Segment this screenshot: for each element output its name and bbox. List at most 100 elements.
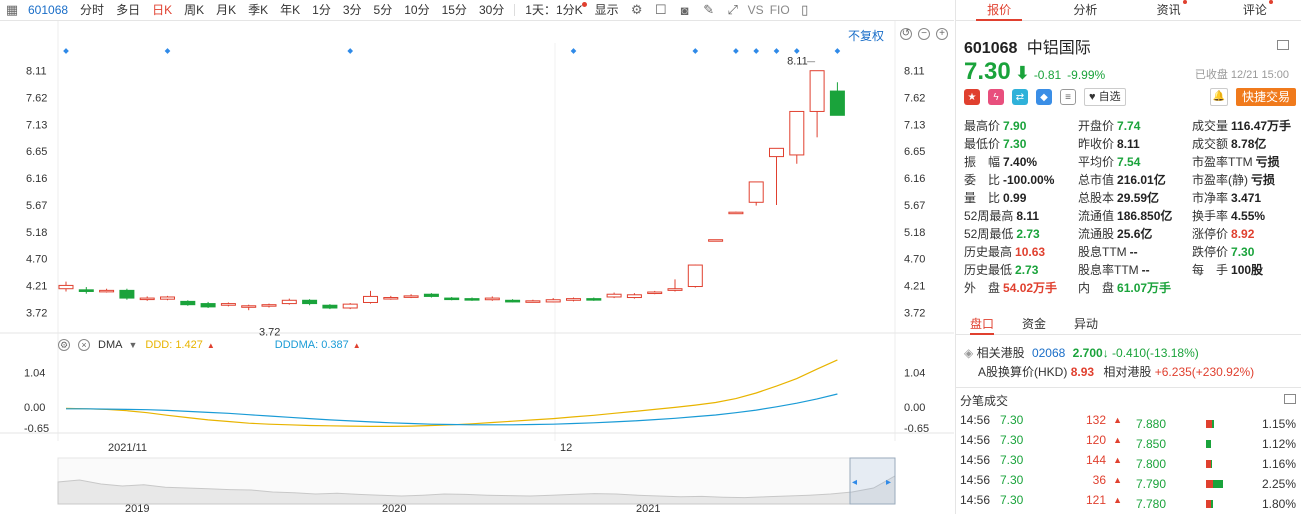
period-tab-daily[interactable]: 日K <box>152 2 173 17</box>
period-tab-fenshi[interactable]: 分时 <box>80 2 105 17</box>
camera-icon[interactable]: ◙ <box>680 2 689 18</box>
tab-capital[interactable]: 资金 <box>1022 317 1047 331</box>
stock-code-label[interactable]: 601068 <box>28 2 69 17</box>
stat-cell: 每 手 100股 <box>1192 261 1300 279</box>
vs-button[interactable]: VS <box>747 2 764 17</box>
indicator-name[interactable]: DMA <box>98 339 123 351</box>
indicator-close-icon[interactable]: × <box>78 339 90 351</box>
quick-trade-button[interactable]: 快捷交易 <box>1235 88 1296 106</box>
tick-up-arrow-icon: ▲ <box>1113 495 1122 505</box>
y-axis-label-left: 7.62 <box>26 93 47 105</box>
hk-share-code[interactable]: 02068 <box>1031 346 1066 360</box>
checkbox-icon[interactable]: ☐ <box>654 2 667 17</box>
kline-chart-area[interactable]: 8.11 8.11 7.62 7.62 7.13 7.13 6.65 6.65 6.16 6.16… <box>0 21 954 514</box>
stat-value: 7.30 <box>1231 245 1255 259</box>
dist-pct: 1.16% <box>1261 457 1296 471</box>
tick-list[interactable]: 14:56 7.30 132 ▲ 14:56 7.30 120 ▲ 14:56 7.30 144 ▲ 1… <box>960 410 1130 514</box>
grid-icon[interactable]: ▦ <box>5 2 19 17</box>
bookmark-icon[interactable]: ▯ <box>801 2 809 17</box>
dist-bar-sell <box>1212 420 1214 428</box>
alert-bell-icon[interactable]: 🔔 <box>1209 88 1228 106</box>
tick-time: 14:56 <box>960 433 991 447</box>
price-distribution-list[interactable]: 7.880 1.15% 7.850 1.12% 7.800 1.16% 7.790 2.25%… <box>1136 414 1296 514</box>
ddd-value: DDD: 1.427 <box>145 339 203 351</box>
tab-anomaly[interactable]: 异动 <box>1074 317 1099 331</box>
dist-bar <box>1206 420 1246 428</box>
expand-panel-icon[interactable] <box>1277 40 1289 50</box>
add-watchlist-button[interactable]: ♥ 自选 <box>1084 88 1126 106</box>
tab-news[interactable]: 资讯 <box>1129 0 1215 20</box>
orderbook-tabs: 盘口 资金 异动 <box>956 313 1301 335</box>
tick-row: 14:56 7.30 121 ▲ <box>960 490 1130 510</box>
indicator-dropdown-icon[interactable]: ▼ <box>128 340 138 350</box>
dist-price: 7.790 <box>1136 477 1167 491</box>
y-axis-label-right: 7.13 <box>904 120 925 132</box>
stat-cell: 最低价 7.30 <box>964 135 1078 153</box>
period-tab-15min[interactable]: 15分 <box>441 2 467 17</box>
dma-axis-label-left: 0.00 <box>24 402 45 414</box>
fullscreen-icon[interactable]: ⤢ <box>727 2 738 17</box>
ddd-line <box>65 359 838 427</box>
tab-comments[interactable]: 评论 <box>1215 0 1301 20</box>
tab-analysis[interactable]: 分析 <box>1042 0 1128 20</box>
y-axis-label-right: 5.18 <box>904 227 925 239</box>
stat-value: -- <box>1141 263 1150 277</box>
stat-cell: 52周最低 2.73 <box>964 225 1078 243</box>
hot-icon[interactable]: ϟ <box>988 89 1004 105</box>
dist-bar-buy <box>1206 500 1211 508</box>
period-tab-3min[interactable]: 3分 <box>342 2 362 17</box>
china-flag-icon[interactable]: ★ <box>964 89 980 105</box>
stat-cell: 股息率TTM -- <box>1078 261 1192 279</box>
undo-icon[interactable]: ↺ <box>900 28 912 40</box>
period-tab-30min[interactable]: 30分 <box>478 2 505 17</box>
price-dist-row: 7.850 1.12% <box>1136 434 1296 454</box>
period-tab-quarterly[interactable]: 季K <box>248 2 269 17</box>
stat-cell: 振 幅 7.40% <box>964 153 1078 171</box>
event-marker <box>753 48 760 54</box>
period-tab-5min[interactable]: 5分 <box>373 2 393 17</box>
zoom-out-icon[interactable]: − <box>918 28 930 40</box>
comments-notification-dot <box>1268 0 1273 4</box>
period-tab-yearly[interactable]: 年K <box>280 2 301 17</box>
stat-label: 最高价 <box>964 119 1001 133</box>
fuquan-button[interactable]: 不复权 <box>848 29 885 43</box>
stat-label: 昨收价 <box>1078 137 1115 151</box>
pen-icon[interactable]: ✎ <box>703 2 715 17</box>
zoom-in-icon[interactable]: + <box>936 28 948 40</box>
period-tab-duori[interactable]: 多日 <box>116 2 141 17</box>
tab-news-label: 资讯 <box>1156 3 1181 17</box>
tab-quote[interactable]: 报价 <box>956 0 1042 21</box>
tab-orderbook[interactable]: 盘口 <box>956 313 1008 335</box>
dist-bar-buy <box>1206 420 1212 428</box>
dma-axis-label-right: 0.00 <box>904 402 925 414</box>
settings-icon[interactable]: ⚙ <box>630 2 643 17</box>
period-tab-10min[interactable]: 10分 <box>404 2 430 17</box>
stat-value: 2.73 <box>1016 227 1040 241</box>
note-icon[interactable]: ≡ <box>1060 89 1076 105</box>
overview-year-label: 2020 <box>382 503 406 514</box>
indicator-settings-icon[interactable]: ⚙ <box>58 339 70 351</box>
candle-up <box>647 291 663 295</box>
stat-cell: 市盈率(静) 亏损 <box>1192 171 1300 189</box>
period-tab-monthly[interactable]: 月K <box>216 2 237 17</box>
shuffle-icon[interactable]: ⇄ <box>1012 89 1028 105</box>
collapse-panel-icon[interactable] <box>1284 394 1296 404</box>
kline-chart[interactable]: 8.11 8.11 7.62 7.62 7.13 7.13 6.65 6.65 6.16 6.16… <box>0 21 954 514</box>
stat-value: 4.55% <box>1231 209 1266 223</box>
stat-label: 股息率TTM <box>1078 263 1139 277</box>
candle-down <box>78 289 94 292</box>
display-select[interactable]: 显示 <box>594 2 619 17</box>
stat-cell: 成交额 8.78亿 <box>1192 135 1300 153</box>
fio-button[interactable]: FIO <box>769 2 790 17</box>
ddd-up-arrow-icon: ▲ <box>206 340 215 350</box>
dddma-line <box>66 393 838 426</box>
dist-bar-sell <box>1206 440 1211 448</box>
interval-select[interactable]: 1天：1分K <box>519 0 588 21</box>
candle-up <box>342 303 358 309</box>
tag-icon[interactable]: ◆ <box>1036 89 1052 105</box>
price-row: 7.30 ⬇ -0.81 -9.99% <box>964 58 1111 86</box>
stat-label: 市盈率(静) <box>1192 173 1248 187</box>
period-tab-weekly[interactable]: 周K <box>184 2 205 17</box>
price-change-pct: -9.99% <box>1067 68 1106 82</box>
period-tab-1min[interactable]: 1分 <box>312 2 331 17</box>
